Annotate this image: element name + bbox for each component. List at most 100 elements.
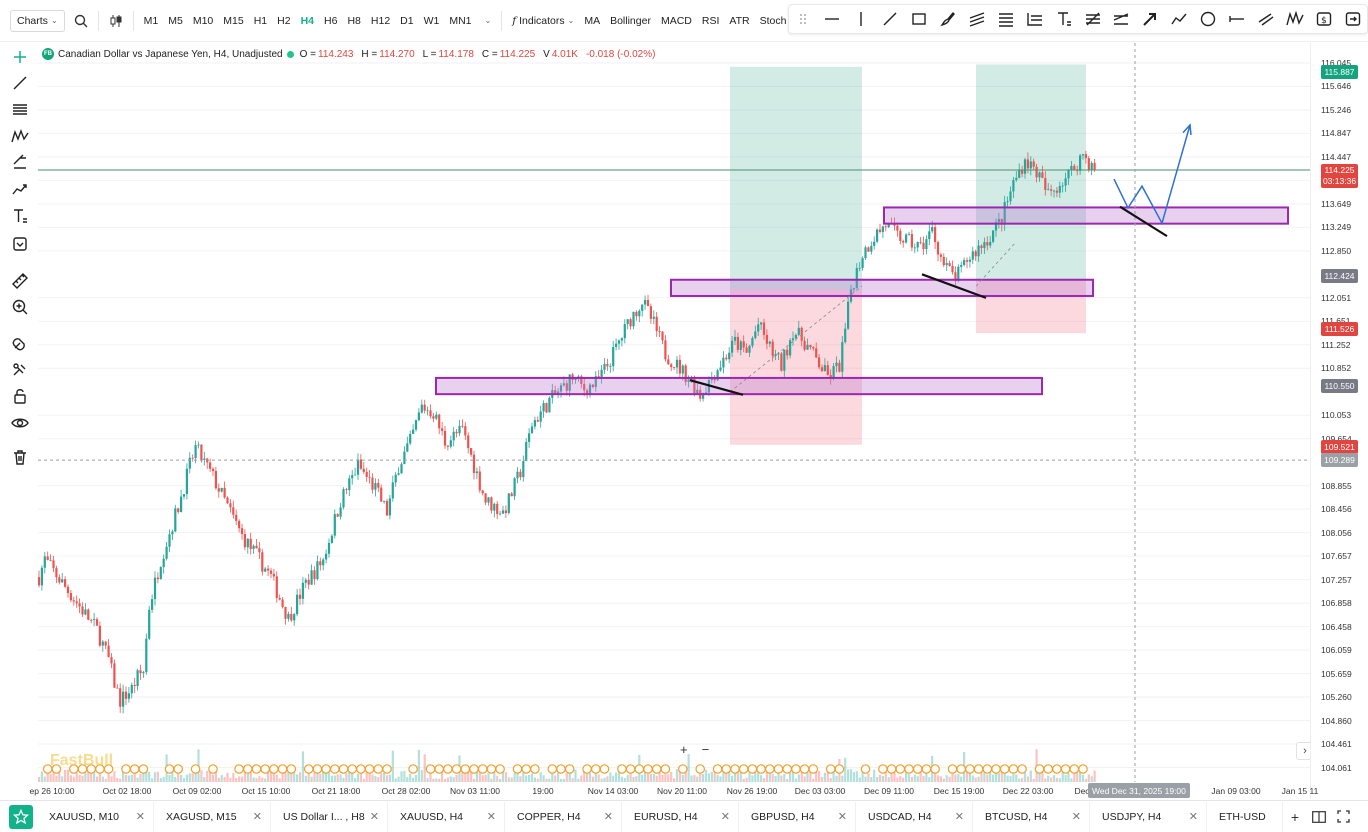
close-tab-icon[interactable]: ✕ (1071, 811, 1081, 823)
time-axis[interactable]: ep 26 10:00 Oct 02 18:00 Oct 09 02:00 Oct 1… (30, 782, 1318, 799)
candle-body (696, 389, 699, 394)
pattern-tool-button[interactable] (9, 125, 31, 147)
layout-button[interactable] (1307, 805, 1331, 829)
gann-tool-button[interactable] (1078, 5, 1107, 33)
add-tab-button[interactable]: + (1283, 805, 1307, 829)
trend-line-tool-button[interactable] (876, 5, 905, 33)
price-range-tool-button[interactable]: $ (1309, 5, 1338, 33)
close-tab-icon[interactable]: ✕ (837, 811, 847, 823)
symbol-tab[interactable]: GBPUSD, H4 ✕ (739, 801, 856, 832)
parallel-channel-tool-button[interactable] (962, 5, 991, 33)
symbol-tab[interactable]: BTCUSD, H4 ✕ (973, 801, 1090, 832)
price-axis[interactable]: 116.045115.646115.246114.847114.447114.0… (1310, 43, 1368, 799)
timeframe-h4[interactable]: H4 (300, 14, 315, 27)
circle-tool-button[interactable] (1194, 5, 1223, 33)
close-tab-icon[interactable]: ✕ (954, 811, 964, 823)
path-tool-button[interactable] (9, 178, 31, 200)
rectangle-tool-button[interactable] (905, 5, 934, 33)
volume-bar (269, 769, 273, 782)
indicator-ma[interactable]: MA (584, 14, 601, 27)
zoom-in-button[interactable] (9, 296, 31, 318)
timeframe-mn1[interactable]: MN1 (449, 14, 472, 27)
charts-menu-button[interactable]: Charts ⌄ (10, 9, 65, 32)
visibility-button[interactable] (9, 412, 31, 434)
close-tab-icon[interactable]: ✕ (1188, 811, 1198, 823)
text-tool-button[interactable] (1049, 5, 1078, 33)
fullscreen-button[interactable] (1331, 805, 1355, 829)
magnet-button[interactable] (9, 333, 31, 355)
symbol-tab[interactable]: ETH-USD (1207, 801, 1283, 832)
timeframe-h8[interactable]: H8 (347, 14, 361, 27)
crosshair-time-label: Wed Dec 31, 2025 19:00 (1088, 783, 1190, 798)
lock-drawing-button[interactable] (9, 359, 31, 381)
symbol-tab[interactable]: COPPER, H4 ✕ (505, 801, 622, 832)
candle-body (243, 533, 246, 548)
close-tab-icon[interactable]: ✕ (486, 811, 496, 823)
close-tab-icon[interactable]: ✕ (252, 811, 262, 823)
arrow-tool-button[interactable] (1136, 5, 1165, 33)
indicator-macd[interactable]: MACD (660, 14, 692, 27)
indicator-stoch[interactable]: Stoch (759, 14, 787, 27)
trash-button[interactable] (9, 446, 31, 468)
plus-icon: + (1290, 808, 1300, 825)
indicator-atr[interactable]: ATR (729, 14, 750, 27)
zoom-out-button[interactable]: − (701, 742, 710, 757)
timeframe-more-button[interactable]: ⌄ (477, 9, 497, 33)
path-tool-button[interactable] (1165, 5, 1194, 33)
shapes-tool-button[interactable] (9, 233, 31, 255)
crosshair-button[interactable] (9, 46, 31, 68)
brush-tool-button[interactable] (934, 5, 963, 33)
fib-tool-button[interactable] (9, 98, 31, 120)
symbol-tab[interactable]: USDCAD, H4 ✕ (856, 801, 973, 832)
indicators-button[interactable]: f Indicators ⌄ (507, 9, 579, 33)
chart-type-button[interactable] (104, 9, 128, 33)
crosshair-icon (14, 51, 26, 63)
indicator-bollinger[interactable]: Bollinger (610, 14, 651, 27)
symbol-tab[interactable]: XAUUSD, H4 ✕ (388, 801, 505, 832)
timeframe-m10[interactable]: M10 (192, 14, 214, 27)
timeframe-h1[interactable]: H1 (253, 14, 268, 27)
close-tab-icon[interactable]: ✕ (720, 811, 730, 823)
pitchfork-tool-button[interactable] (1107, 5, 1136, 33)
elliott-wave-tool-button[interactable] (1280, 5, 1309, 33)
date-range-tool-button[interactable] (1338, 5, 1367, 33)
fib-retracement-tool-button[interactable] (991, 5, 1020, 33)
candle-body (867, 247, 870, 252)
vertical-line-tool-button[interactable] (847, 5, 876, 33)
close-tab-icon[interactable]: ✕ (603, 811, 613, 823)
timeframe-m1[interactable]: M1 (143, 14, 159, 27)
ray-tool-button[interactable] (1223, 5, 1252, 33)
symbol-tab[interactable]: USDJPY, H4 ✕ (1090, 801, 1207, 832)
timeframe-m15[interactable]: M15 (223, 14, 244, 27)
timeframe-d1[interactable]: D1 (400, 14, 414, 27)
symbol-tab[interactable]: US Dollar I... , H8 ✕ (271, 801, 388, 832)
projection-tool-button[interactable] (9, 151, 31, 173)
timeframe-m5[interactable]: M5 (168, 14, 183, 27)
symbol-search-button[interactable] (69, 9, 93, 33)
zoom-in-button[interactable]: + (680, 742, 688, 757)
drag-handle-tool-button[interactable] (789, 5, 818, 33)
fib-extension-tool-button[interactable] (1020, 5, 1049, 33)
chart-area[interactable] (38, 43, 1310, 799)
line-tool-button[interactable] (9, 72, 31, 94)
favorites-button[interactable] (9, 804, 33, 829)
drag-handle-icon (800, 14, 807, 24)
timeframe-h6[interactable]: H6 (324, 14, 338, 27)
symbol-tab[interactable]: XAGUSD, M15 ✕ (154, 801, 271, 832)
close-tab-icon[interactable]: ✕ (369, 811, 379, 823)
symbol-tab[interactable]: EURUSD, H4 ✕ (622, 801, 739, 832)
double-line-tool-button[interactable] (1252, 5, 1281, 33)
timeframe-h2[interactable]: H2 (277, 14, 291, 27)
symbol-tab[interactable]: XAUUSD, M10 ✕ (37, 801, 154, 832)
timeframe-w1[interactable]: W1 (423, 14, 440, 27)
ruler-button[interactable] (9, 270, 31, 292)
timeframe-h12[interactable]: H12 (370, 14, 391, 27)
text-tool-button[interactable] (9, 205, 31, 227)
volume-bar (223, 776, 226, 782)
indicator-rsi[interactable]: RSI (701, 14, 720, 27)
price-tick-label: 113.249 (1321, 222, 1352, 233)
horizontal-line-tool-button[interactable] (818, 5, 847, 33)
price-chart[interactable] (38, 43, 1310, 799)
close-tab-icon[interactable]: ✕ (135, 811, 145, 823)
unlock-button[interactable] (9, 385, 31, 407)
